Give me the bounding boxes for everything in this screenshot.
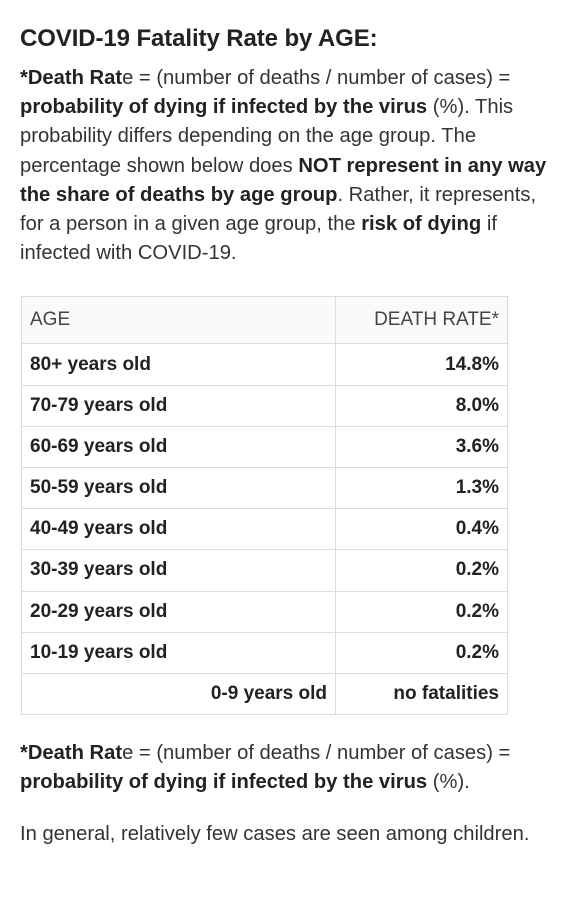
table-row: 20-29 years old 0.2% xyxy=(21,590,508,633)
table-header-row: AGE DEATH RATE* xyxy=(21,296,508,345)
footnote-probability-definition: probability of dying if infected by the … xyxy=(20,771,428,794)
article: COVID-19 Fatality Rate by AGE: *Death Ra… xyxy=(20,25,551,845)
table-row: 0-9 years old no fatalities xyxy=(21,672,508,716)
rate-cell: 0.2% xyxy=(335,590,508,633)
age-cell: 20-29 years old xyxy=(21,590,336,633)
age-cell: 10-19 years old xyxy=(21,631,336,674)
table-row: 30-39 years old 0.2% xyxy=(21,549,508,592)
age-cell: 0-9 years old xyxy=(21,672,336,716)
rate-cell: 0.2% xyxy=(335,549,508,592)
table-row: 70-79 years old 8.0% xyxy=(21,384,508,427)
table-row: 60-69 years old 3.6% xyxy=(21,425,508,468)
rate-cell: 0.2% xyxy=(335,631,508,674)
probability-definition: probability of dying if infected by the … xyxy=(20,96,428,119)
footnote-formula: e = (number of deaths / number of cases)… xyxy=(122,742,511,765)
fatality-table: AGE DEATH RATE* 80+ years old 14.8% 70-7… xyxy=(21,296,508,716)
footnote-paragraph: *Death Rate = (number of deaths / number… xyxy=(20,739,551,797)
age-cell: 50-59 years old xyxy=(21,466,336,510)
intro-text-2: (%). This probability differs depending … xyxy=(20,96,514,177)
header-age: AGE xyxy=(21,296,336,345)
age-cell: 60-69 years old xyxy=(21,425,336,468)
not-share-emphasis: NOT represent in any way the share of de… xyxy=(20,154,547,206)
death-rate-term: *Death Rat xyxy=(20,67,123,89)
rate-cell: 0.4% xyxy=(335,508,508,551)
death-rate-formula: e = (number of deaths / number of cases)… xyxy=(122,67,511,89)
closing-paragraph: In general, relatively few cases are see… xyxy=(20,822,530,845)
intro-text-3: . Rather, it represents, for a person in… xyxy=(20,183,537,236)
footnote-death-rate-term: *Death Rat xyxy=(20,742,123,765)
rate-cell: no fatalities xyxy=(335,672,508,716)
header-death-rate: DEATH RATE* xyxy=(335,296,508,345)
age-cell: 70-79 years old xyxy=(21,384,336,427)
table-row: 50-59 years old 1.3% xyxy=(21,466,508,510)
footnote-text-2: (%). xyxy=(427,771,470,794)
intro-paragraph: *Death Rate = (number of deaths / number… xyxy=(20,64,551,268)
rate-cell: 14.8% xyxy=(335,343,508,386)
age-cell: 40-49 years old xyxy=(21,508,336,551)
intro-text-4: if infected with COVID-19. xyxy=(20,213,497,265)
age-cell: 30-39 years old xyxy=(21,549,336,592)
table-row: 40-49 years old 0.4% xyxy=(21,508,508,551)
rate-cell: 3.6% xyxy=(335,425,508,468)
page-title: COVID-19 Fatality Rate by AGE: xyxy=(20,25,378,52)
table-row: 10-19 years old 0.2% xyxy=(21,631,508,674)
age-cell: 80+ years old xyxy=(21,343,336,386)
rate-cell: 1.3% xyxy=(335,466,508,510)
table-row: 80+ years old 14.8% xyxy=(21,343,508,386)
rate-cell: 8.0% xyxy=(335,384,508,427)
risk-of-dying-emphasis: risk of dying xyxy=(361,213,482,236)
